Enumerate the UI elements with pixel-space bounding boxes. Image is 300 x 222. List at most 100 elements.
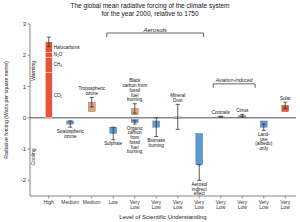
error-cap: [176, 129, 180, 130]
error-bar: [240, 114, 244, 117]
x-tick-label: Medium: [61, 199, 79, 205]
error-cap: [111, 139, 115, 140]
error-cap: [133, 120, 137, 121]
error-bar: [176, 104, 180, 129]
error-cap: [47, 46, 51, 47]
error-cap: [133, 103, 137, 104]
bar-label: Blackcarbon fromfossilfuelburning: [122, 78, 147, 102]
bar-label: MineralDust: [170, 93, 185, 103]
error-cap: [154, 117, 158, 118]
error-cap: [262, 124, 266, 125]
error-stem: [263, 124, 264, 130]
error-cap: [219, 117, 223, 118]
y-tick: [28, 117, 31, 118]
bar-label: Organiccarbonfromfossilfuelburning: [127, 126, 144, 155]
y-tick-label: 3: [23, 21, 27, 27]
segment-label: CO₂: [54, 93, 63, 98]
zero-line: [30, 117, 296, 118]
error-bar: [90, 97, 94, 106]
x-tick-label: VeryLow: [216, 199, 227, 210]
y-axis-label: Radiative forcing (Watts per square metr…: [3, 61, 9, 159]
y-tick-label: 2: [23, 52, 27, 58]
error-cap: [133, 124, 137, 125]
x-axis-label: Level of Scientific Understanding: [119, 214, 206, 220]
error-bar: [133, 121, 137, 124]
bar-label: Cirrus: [236, 108, 249, 113]
y-axis-line: [30, 24, 31, 196]
error-cap: [90, 106, 94, 107]
x-tick-label: VeryLow: [280, 199, 291, 210]
group-brace: Aerosols: [107, 27, 204, 38]
x-tick-label: Low: [109, 199, 119, 205]
y-tick: [28, 180, 31, 181]
error-cap: [240, 116, 244, 117]
error-cap: [283, 108, 287, 109]
error-cap: [68, 127, 72, 128]
bar-label: Troposphericozone: [78, 86, 105, 96]
error-cap: [240, 114, 244, 115]
title: The global mean radiative forcing of the…: [71, 2, 230, 18]
bar: [217, 116, 224, 118]
error-bar: [197, 165, 201, 181]
brace-line: [213, 83, 255, 84]
error-stem: [156, 118, 157, 137]
bar-label: Contrails: [212, 110, 231, 115]
bar-label: Solar: [280, 96, 291, 101]
error-bar: [68, 121, 72, 127]
labels: CO₂CH₄N₂OHalocarbonsStratosphericozoneTr…: [30, 27, 291, 197]
x-tick-label: VeryLow: [151, 199, 162, 210]
brace-end: [106, 33, 107, 37]
y-tick: [28, 24, 31, 25]
error-bar: [133, 104, 137, 113]
error-cap: [219, 116, 223, 117]
y-tick-label: 0: [23, 115, 27, 121]
bar-label: Land-use(albedo)only: [255, 132, 272, 151]
error-cap: [176, 104, 180, 105]
marks: [30, 37, 296, 180]
x-tick-label: VeryLow: [173, 199, 184, 210]
stack-segment: [45, 72, 52, 118]
brace-end: [203, 33, 204, 37]
error-cap: [154, 136, 158, 137]
brace-line: [107, 33, 204, 34]
error-stem: [91, 97, 92, 106]
error-cap: [90, 97, 94, 98]
error-bar: [262, 124, 266, 130]
bar: [196, 133, 203, 164]
stack-segment: [45, 57, 52, 72]
error-bar: [154, 118, 158, 137]
error-cap: [68, 120, 72, 121]
error-stem: [134, 104, 135, 113]
error-bar: [219, 116, 223, 118]
y-tick-label: -1: [21, 146, 27, 152]
brace-label: Aerosols: [143, 27, 167, 33]
y-tick: [28, 86, 31, 87]
error-bar: [111, 127, 115, 140]
error-stem: [199, 165, 200, 181]
error-cap: [197, 164, 201, 165]
x-tick-label: VeryLow: [194, 199, 205, 210]
error-cap: [197, 180, 201, 181]
group-brace: Aviation-induced: [213, 77, 255, 88]
y-tick-label: -2: [21, 177, 27, 183]
brace-end: [213, 84, 214, 88]
stack-segment: [45, 52, 52, 57]
error-stem: [70, 121, 71, 127]
x-tick-label: High: [44, 199, 55, 205]
error-stem: [113, 127, 114, 140]
y-tick-label: 1: [23, 84, 27, 90]
region-label: Cooling: [30, 148, 36, 165]
error-cap: [283, 102, 287, 103]
error-bar: [283, 102, 287, 108]
bar-label: Sulphate: [104, 141, 123, 146]
error-cap: [111, 127, 115, 128]
error-cap: [47, 37, 51, 38]
bar-label: Stratosphericozone: [57, 129, 85, 139]
brace-end: [255, 84, 256, 88]
segment-label: N₂O: [54, 52, 63, 57]
segment-label: Halocarbons: [54, 45, 80, 50]
x-tick-label: VeryLow: [130, 199, 141, 210]
error-cap: [133, 113, 137, 114]
error-stem: [177, 104, 178, 129]
x-tick-label: VeryLow: [259, 199, 270, 210]
